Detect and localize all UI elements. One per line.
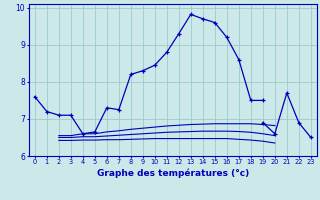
X-axis label: Graphe des températures (°c): Graphe des températures (°c) [97, 168, 249, 178]
